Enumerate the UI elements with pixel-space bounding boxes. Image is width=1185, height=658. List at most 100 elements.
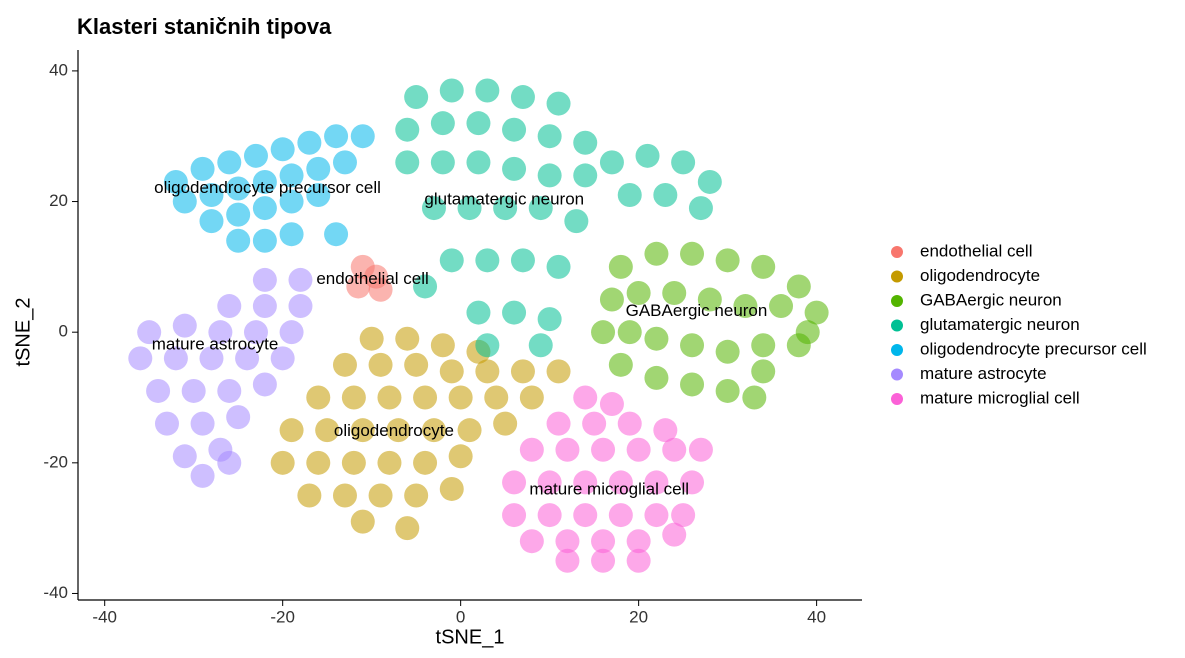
point-cloud xyxy=(626,437,651,462)
point-cloud xyxy=(243,320,268,345)
point-cloud xyxy=(457,196,482,221)
point-cloud xyxy=(546,359,571,384)
point-cloud xyxy=(466,150,491,175)
point-cloud xyxy=(457,418,482,443)
point-cloud xyxy=(332,352,357,377)
point-cloud xyxy=(680,372,705,397)
y-axis-label: tSNE_2 xyxy=(12,298,34,367)
point-cloud xyxy=(163,169,188,194)
point-cloud xyxy=(697,169,722,194)
point-cloud xyxy=(519,437,544,462)
y-tick-label: -20 xyxy=(43,452,68,471)
x-tick-label: 40 xyxy=(807,607,826,626)
point-cloud xyxy=(315,418,340,443)
cluster-label: endothelial cell xyxy=(316,269,428,288)
point-cloud xyxy=(493,411,518,436)
point-cloud xyxy=(466,300,491,325)
point-cloud xyxy=(751,359,776,384)
legend-label: mature astrocyte xyxy=(920,364,1047,383)
point-cloud xyxy=(395,516,420,541)
point-cloud xyxy=(786,333,811,358)
point-cloud xyxy=(662,437,687,462)
point-cloud xyxy=(368,483,393,508)
legend-label: endothelial cell xyxy=(920,241,1032,260)
point-cloud xyxy=(680,333,705,358)
point-cloud xyxy=(537,307,562,332)
point-cloud xyxy=(537,503,562,528)
point-cloud xyxy=(421,196,446,221)
point-cloud xyxy=(680,241,705,266)
cluster-label: GABAergic neuron xyxy=(626,301,768,320)
point-cloud xyxy=(279,189,304,214)
point-cloud xyxy=(413,385,438,410)
point-cloud xyxy=(671,150,696,175)
point-cloud xyxy=(181,378,206,403)
point-cloud xyxy=(519,529,544,554)
point-cloud xyxy=(644,503,669,528)
point-cloud xyxy=(430,333,455,358)
point-cloud xyxy=(163,346,188,371)
y-tick-label: -40 xyxy=(43,583,68,602)
point-cloud xyxy=(599,150,624,175)
point-cloud xyxy=(546,254,571,279)
point-cloud xyxy=(751,254,776,279)
legend-label: oligodendrocyte xyxy=(920,266,1040,285)
point-cloud xyxy=(573,130,598,155)
y-tick-label: 40 xyxy=(49,60,68,79)
point-cloud xyxy=(466,111,491,136)
point-cloud xyxy=(555,548,580,573)
point-cloud xyxy=(279,320,304,345)
point-cloud xyxy=(413,274,438,299)
point-cloud xyxy=(252,267,277,292)
point-cloud xyxy=(395,326,420,351)
point-cloud xyxy=(591,529,616,554)
x-tick-label: -40 xyxy=(92,607,117,626)
point-cloud xyxy=(591,437,616,462)
point-cloud xyxy=(404,85,429,110)
point-cloud xyxy=(368,352,393,377)
point-cloud xyxy=(475,248,500,273)
legend-marker xyxy=(891,295,903,307)
point-cloud xyxy=(662,280,687,305)
legend-marker xyxy=(891,368,903,381)
point-cloud xyxy=(439,248,464,273)
point-cloud xyxy=(537,470,562,495)
point-cloud xyxy=(537,163,562,188)
point-cloud xyxy=(519,385,544,410)
legend-marker xyxy=(891,393,903,405)
point-cloud xyxy=(243,143,268,168)
point-cloud xyxy=(252,372,277,397)
point-cloud xyxy=(199,346,224,371)
legend-marker xyxy=(891,319,903,332)
point-cloud xyxy=(715,378,740,403)
point-cloud xyxy=(199,183,224,208)
point-cloud xyxy=(671,503,696,528)
legend-marker xyxy=(891,344,903,356)
point-cloud xyxy=(217,378,242,403)
cluster-label: oligodendrocyte precursor cell xyxy=(154,178,381,197)
point-cloud xyxy=(404,352,429,377)
point-cloud xyxy=(208,320,233,345)
x-tick-label: 0 xyxy=(456,607,465,626)
point-cloud xyxy=(608,352,633,377)
point-cloud xyxy=(350,124,375,149)
point-cloud xyxy=(502,117,527,142)
point-cloud xyxy=(493,196,518,221)
point-cloud xyxy=(688,196,713,221)
point-cloud xyxy=(484,385,509,410)
point-cloud xyxy=(137,320,162,345)
point-cloud xyxy=(377,450,402,475)
point-cloud xyxy=(502,156,527,181)
cluster-label: mature microglial cell xyxy=(529,480,689,499)
point-cloud xyxy=(279,163,304,188)
point-cloud xyxy=(279,418,304,443)
point-cloud xyxy=(502,300,527,325)
point-cloud xyxy=(341,385,366,410)
point-cloud xyxy=(413,450,438,475)
point-cloud xyxy=(350,418,375,443)
point-cloud xyxy=(395,117,420,142)
point-cloud xyxy=(510,248,535,273)
point-cloud xyxy=(346,274,371,299)
chart-title: Klasteri staničnih tipova xyxy=(77,14,332,39)
